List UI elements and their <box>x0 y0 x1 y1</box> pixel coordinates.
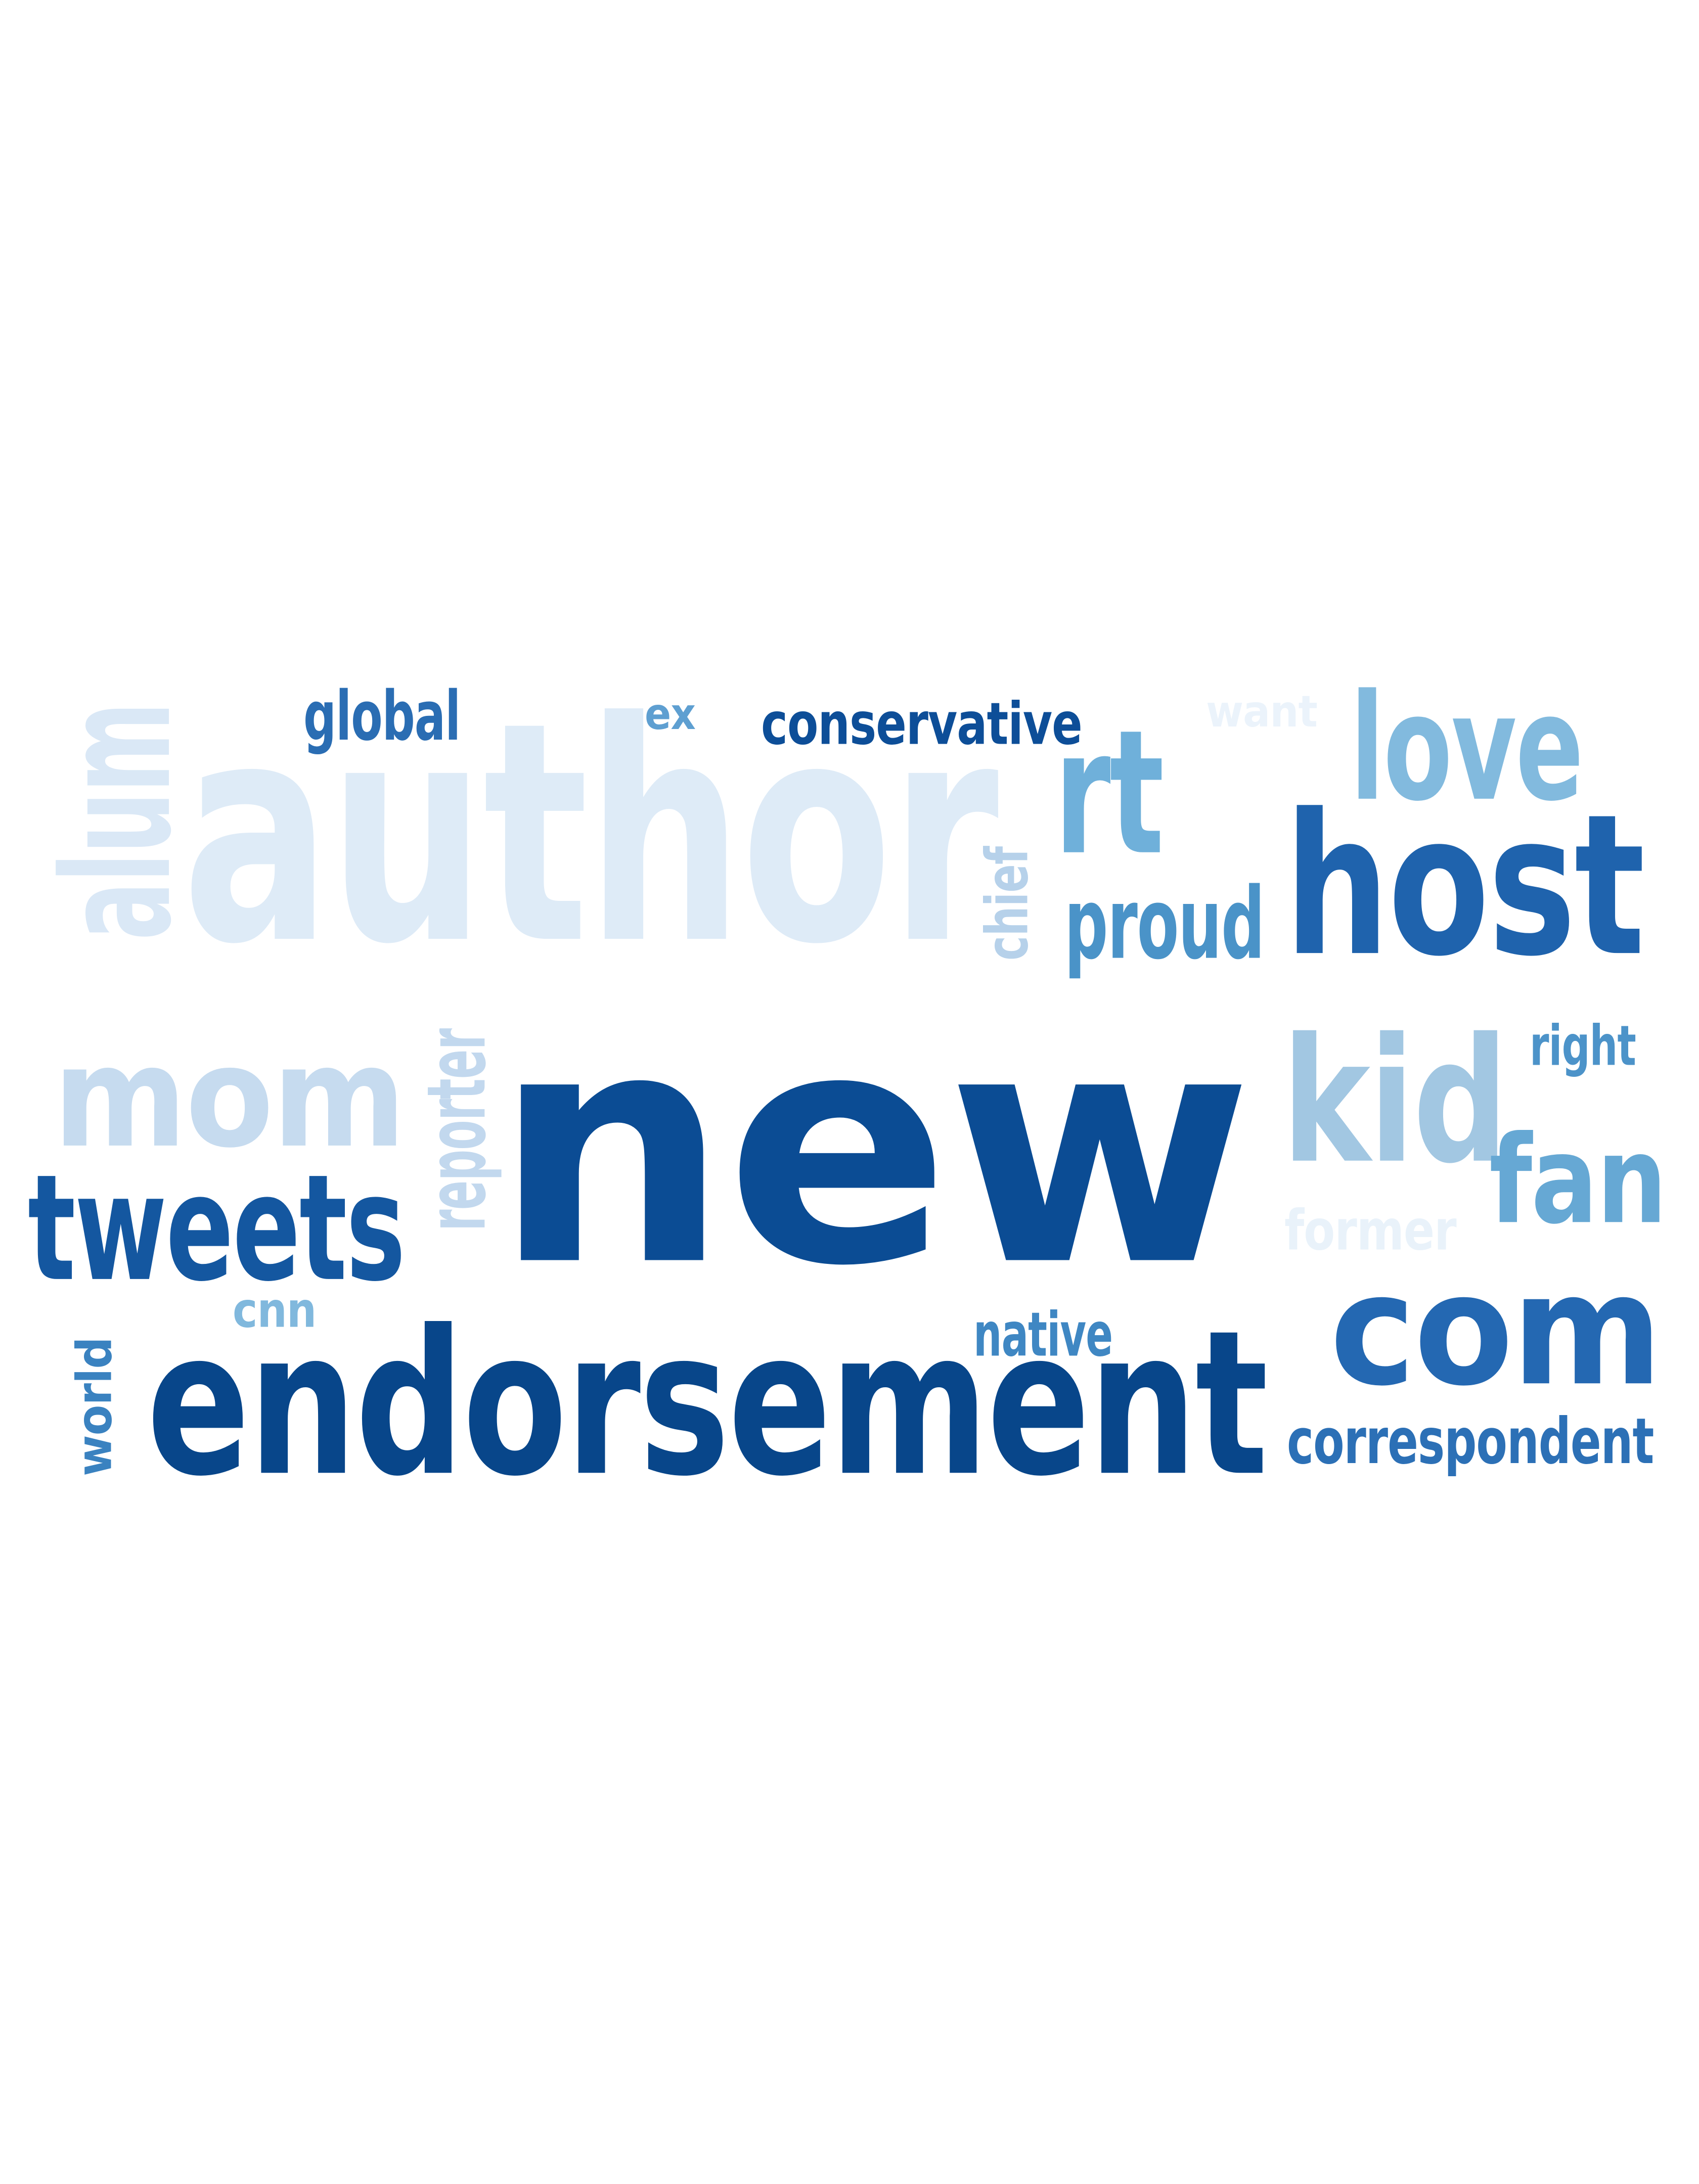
word-alum: alum <box>30 703 204 940</box>
word-reporter: reporter <box>410 1028 504 1231</box>
word-chief: chief <box>973 846 1042 961</box>
word-host: host <box>1284 772 1645 999</box>
word-fan: fan <box>1489 1109 1667 1251</box>
word-world: world <box>66 1337 123 1476</box>
word-tweets: tweets <box>28 1143 406 1314</box>
word-com: com <box>1330 1241 1663 1420</box>
word-proud: proud <box>1064 866 1265 981</box>
word-author: author <box>182 657 999 1011</box>
word-native: native <box>973 1299 1113 1371</box>
word-former: former <box>1284 1198 1457 1263</box>
word-endorsement: endorsement <box>147 1287 1268 1521</box>
word-rt: rt <box>1054 693 1164 893</box>
word-global: global <box>303 676 461 756</box>
word-right: right <box>1530 1014 1636 1079</box>
word-kid: kid <box>1282 1002 1508 1202</box>
word-new: new <box>493 962 1253 1336</box>
word-mom: mom <box>53 1017 406 1179</box>
word-want: want <box>1206 686 1318 737</box>
word-conservative: conservative <box>761 690 1083 758</box>
word-correspondent: correspondent <box>1287 1404 1654 1479</box>
word-love: love <box>1350 663 1584 834</box>
word-cnn: cnn <box>233 1282 317 1339</box>
word-ex: ex <box>645 689 696 740</box>
